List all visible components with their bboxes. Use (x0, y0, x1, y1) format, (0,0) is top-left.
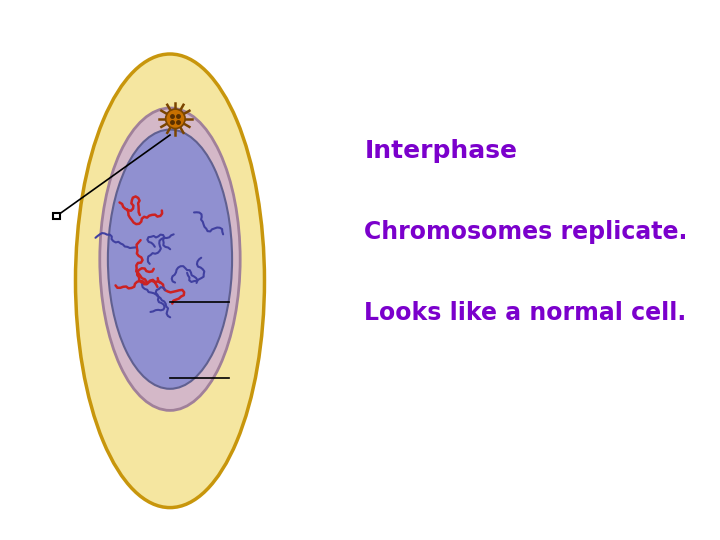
Text: Chromosomes replicate.: Chromosomes replicate. (364, 220, 688, 244)
Ellipse shape (100, 108, 240, 410)
Ellipse shape (166, 109, 185, 129)
Ellipse shape (108, 130, 232, 389)
Ellipse shape (76, 54, 264, 508)
Text: Interphase: Interphase (364, 139, 518, 163)
FancyBboxPatch shape (53, 213, 60, 219)
Text: Looks like a normal cell.: Looks like a normal cell. (364, 301, 687, 325)
